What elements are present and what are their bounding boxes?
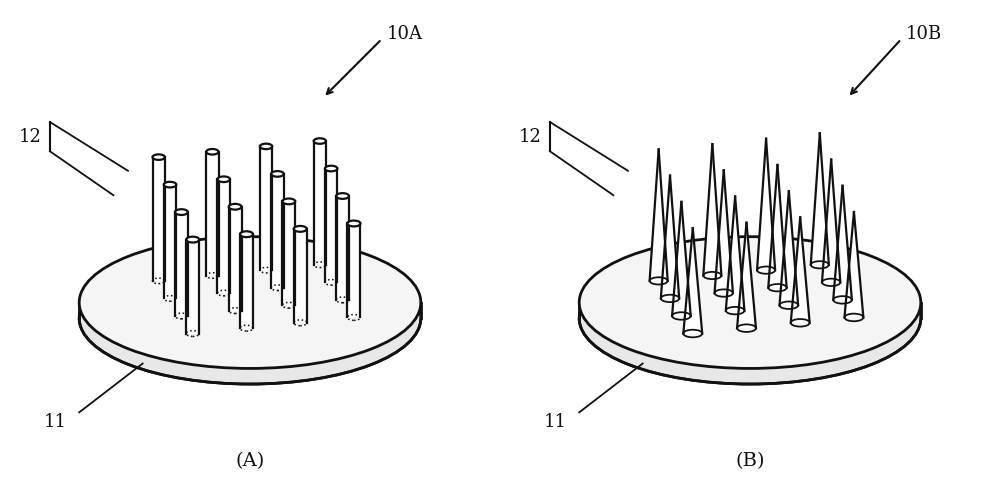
Ellipse shape	[175, 209, 188, 215]
Polygon shape	[791, 217, 810, 323]
Polygon shape	[715, 170, 733, 293]
Polygon shape	[347, 224, 360, 317]
Polygon shape	[175, 212, 188, 316]
Ellipse shape	[336, 193, 349, 199]
Polygon shape	[780, 191, 798, 305]
Text: 10A: 10A	[387, 25, 423, 43]
Ellipse shape	[260, 143, 272, 149]
Polygon shape	[260, 146, 272, 270]
Polygon shape	[844, 212, 863, 317]
Text: 12: 12	[519, 128, 542, 145]
Polygon shape	[726, 197, 744, 310]
Ellipse shape	[271, 171, 284, 177]
Ellipse shape	[240, 231, 253, 237]
Ellipse shape	[579, 237, 921, 368]
Polygon shape	[164, 184, 176, 299]
Polygon shape	[661, 176, 679, 299]
Ellipse shape	[217, 177, 230, 182]
Polygon shape	[811, 133, 829, 265]
Polygon shape	[282, 202, 295, 305]
Polygon shape	[768, 165, 787, 288]
Polygon shape	[822, 160, 840, 283]
Text: 12: 12	[19, 128, 42, 145]
Polygon shape	[153, 157, 165, 281]
Text: 11: 11	[43, 413, 66, 431]
Ellipse shape	[347, 221, 360, 226]
Ellipse shape	[186, 237, 199, 243]
Polygon shape	[186, 240, 199, 333]
Polygon shape	[683, 228, 702, 333]
Polygon shape	[737, 223, 756, 328]
Ellipse shape	[579, 252, 921, 384]
Polygon shape	[294, 229, 307, 323]
Text: (A): (A)	[235, 452, 265, 470]
Text: 11: 11	[543, 413, 566, 431]
Ellipse shape	[79, 237, 421, 368]
Polygon shape	[703, 144, 721, 276]
Ellipse shape	[325, 166, 337, 171]
Polygon shape	[314, 141, 326, 265]
Ellipse shape	[294, 226, 307, 232]
Polygon shape	[271, 174, 284, 288]
Text: 10B: 10B	[906, 25, 942, 43]
Ellipse shape	[206, 149, 219, 155]
Ellipse shape	[282, 199, 295, 204]
Polygon shape	[757, 139, 775, 270]
Polygon shape	[325, 168, 337, 283]
Ellipse shape	[79, 252, 421, 384]
Ellipse shape	[314, 138, 326, 144]
Ellipse shape	[153, 154, 165, 160]
Polygon shape	[217, 179, 230, 293]
Polygon shape	[833, 186, 852, 300]
Polygon shape	[336, 196, 349, 300]
Polygon shape	[229, 207, 242, 310]
Polygon shape	[650, 149, 668, 281]
Ellipse shape	[229, 204, 242, 210]
Ellipse shape	[164, 182, 176, 187]
Polygon shape	[240, 234, 253, 328]
Polygon shape	[206, 152, 219, 276]
Polygon shape	[672, 202, 691, 316]
Text: (B): (B)	[735, 452, 765, 470]
